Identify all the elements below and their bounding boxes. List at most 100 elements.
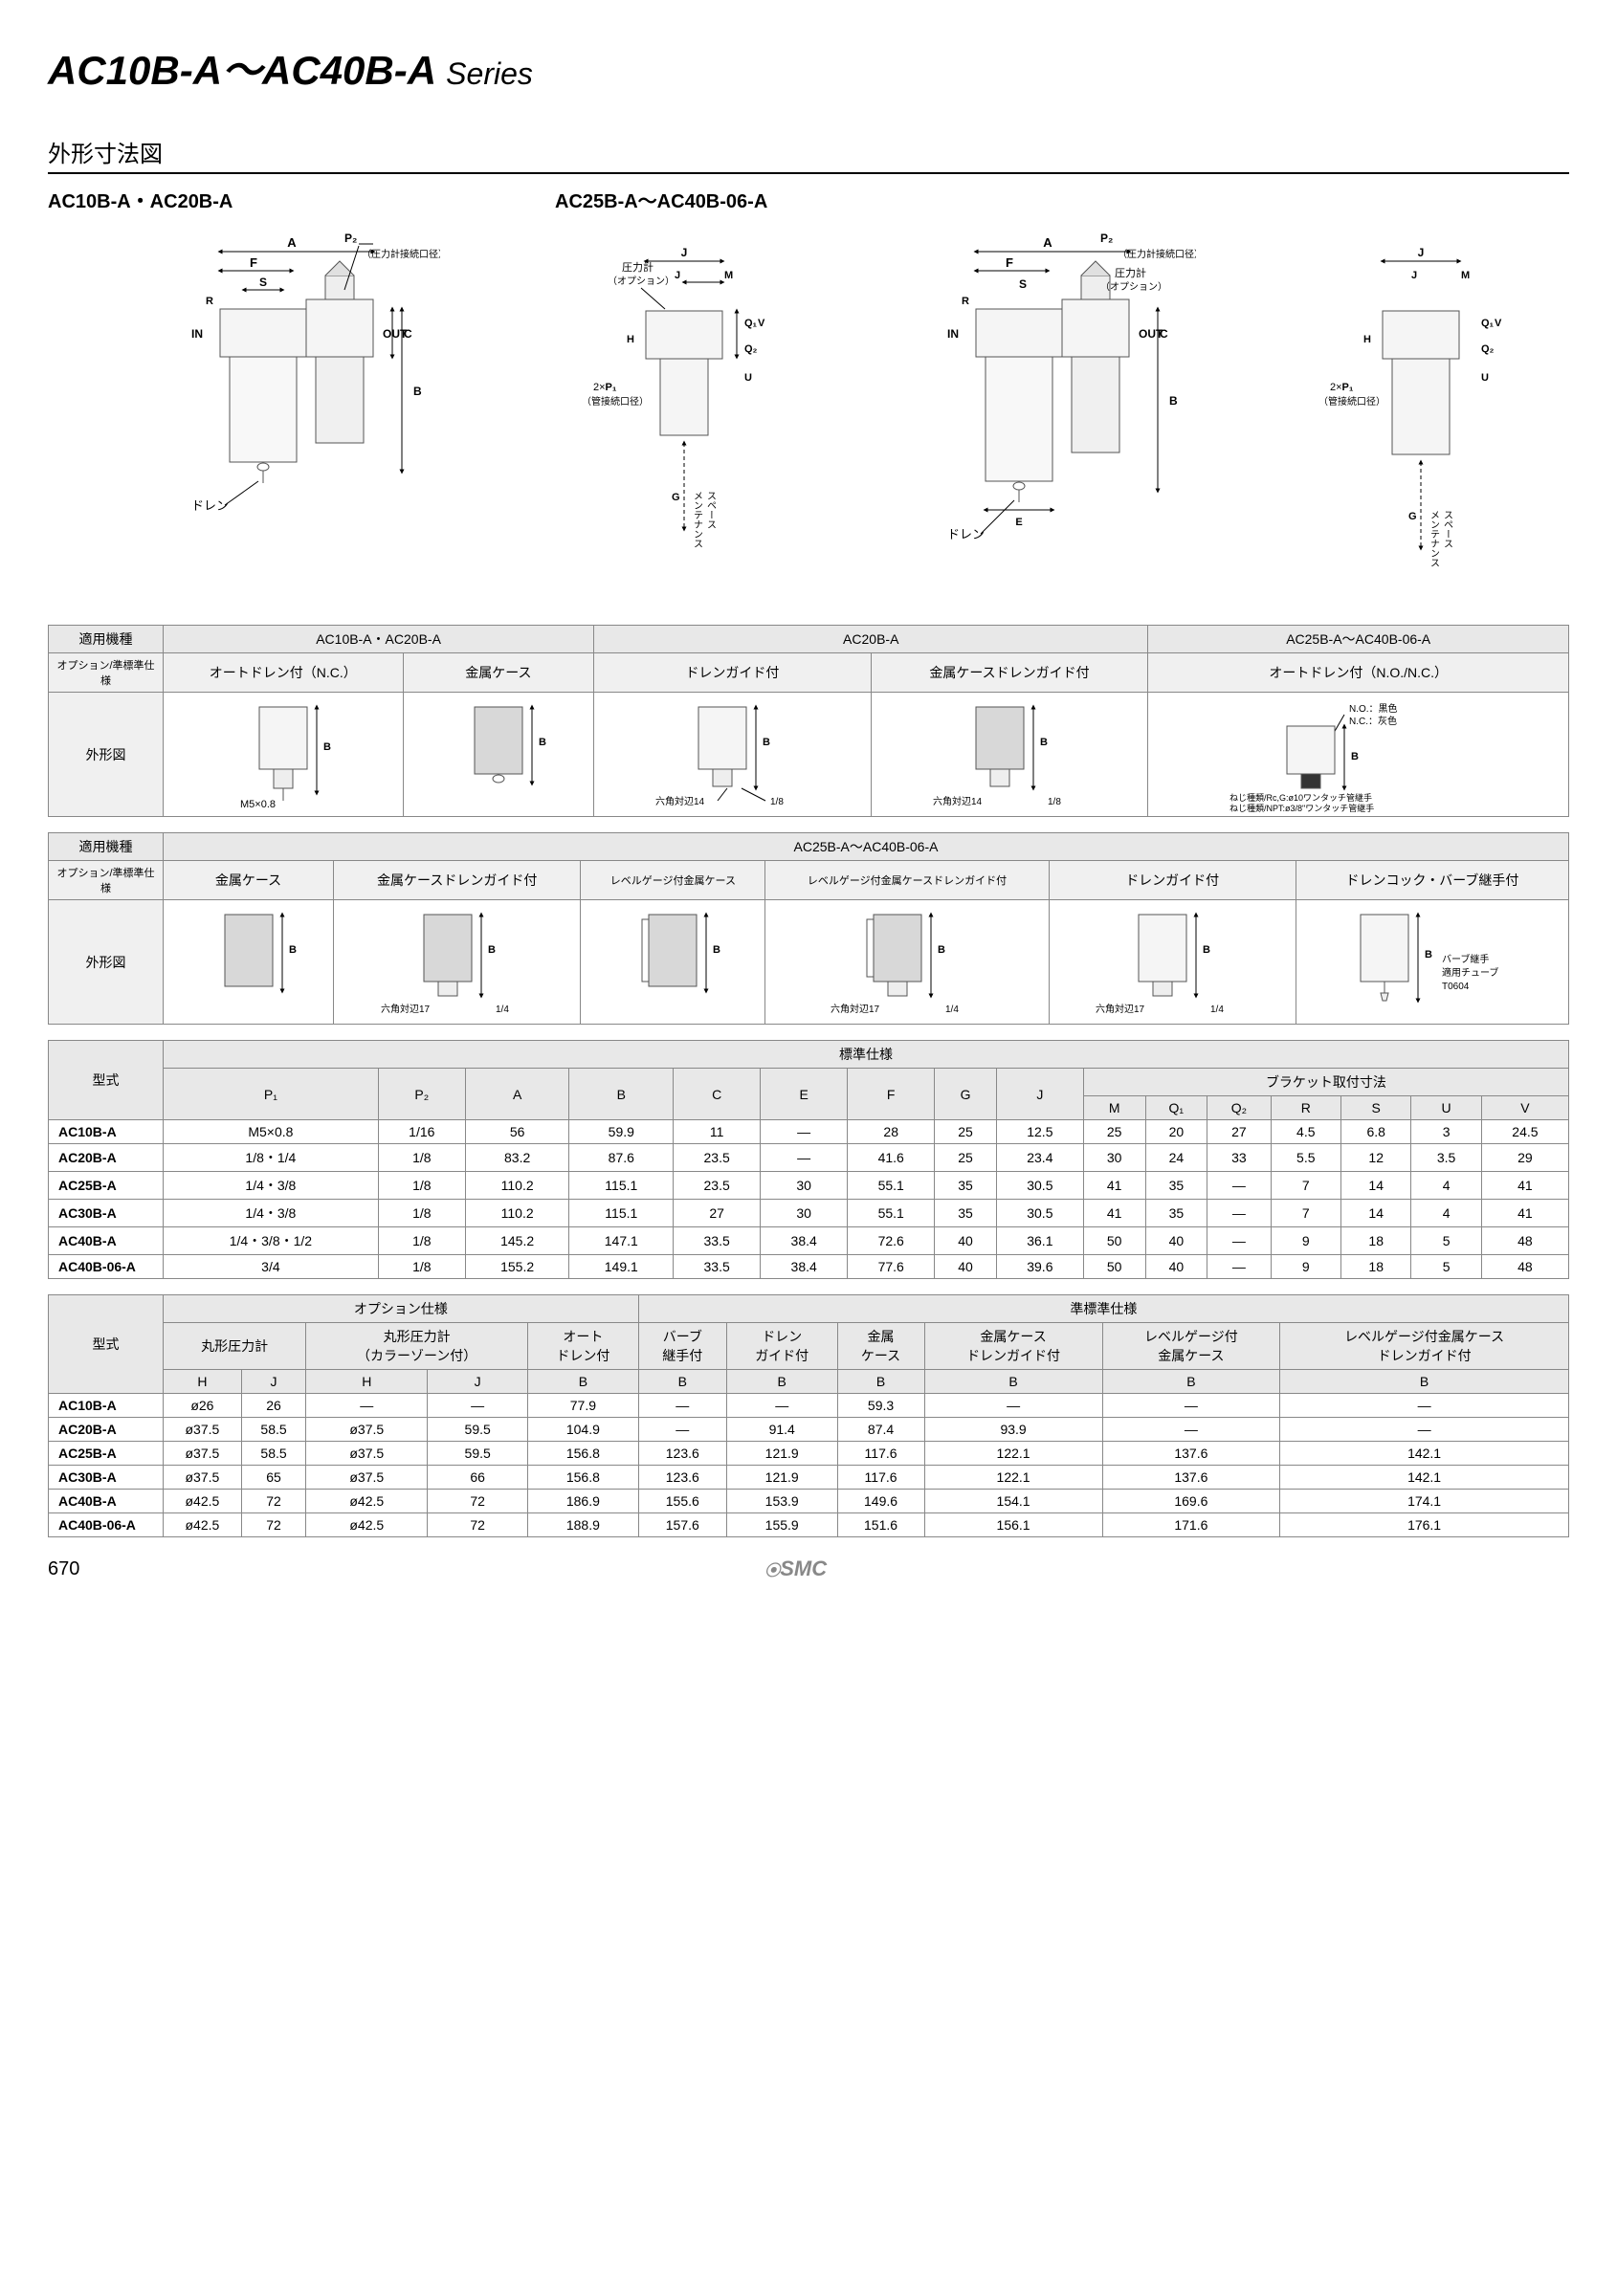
t3-h-std: 標準仕様 <box>164 1041 1569 1069</box>
value-cell: 35 <box>1145 1200 1207 1227</box>
value-cell: 186.9 <box>528 1490 639 1513</box>
t4-h2-1: 丸形圧力計 （カラーゾーン付） <box>306 1323 528 1370</box>
t3-h-j: J <box>996 1069 1083 1120</box>
value-cell: — <box>1102 1394 1280 1418</box>
value-cell: 1/16 <box>378 1120 465 1144</box>
table-option-spec: 型式 オプション仕様 準標準仕様 丸形圧力計 丸形圧力計 （カラーゾーン付） オ… <box>48 1294 1569 1537</box>
svg-text:V: V <box>758 318 765 329</box>
svg-text:F: F <box>250 255 257 270</box>
value-cell: 72 <box>241 1513 305 1537</box>
value-cell: 5.5 <box>1271 1144 1340 1172</box>
value-cell: 171.6 <box>1102 1513 1280 1537</box>
value-cell: 142.1 <box>1280 1442 1569 1466</box>
value-cell: 66 <box>428 1466 528 1490</box>
value-cell: 41 <box>1481 1172 1568 1200</box>
model-cell: AC25B-A <box>49 1172 164 1200</box>
svg-text:C: C <box>1160 327 1168 341</box>
svg-text:（オプション）: （オプション） <box>608 276 675 287</box>
t1-shape-label: 外形図 <box>49 693 164 817</box>
svg-text:六角対辺17: 六角対辺17 <box>831 1003 880 1015</box>
subheading-right: AC25B-A～AC40B-06-A <box>555 186 767 213</box>
t2-shape-0: B <box>164 900 334 1025</box>
t2-r2-c1: 金属ケースドレンガイド付 <box>334 861 581 900</box>
value-cell: 23.4 <box>996 1144 1083 1172</box>
svg-text:B: B <box>413 385 422 398</box>
t1-h-c3: AC25B-A～AC40B-06-A <box>1148 626 1569 653</box>
svg-text:J: J <box>1418 246 1425 259</box>
value-cell: 25 <box>935 1120 997 1144</box>
value-cell: — <box>428 1394 528 1418</box>
t2-r2-c4: ドレンガイド付 <box>1049 861 1296 900</box>
value-cell: 7 <box>1271 1200 1340 1227</box>
t1-h-c2: AC20B-A <box>594 626 1148 653</box>
table-row: AC40B-06-Aø42.572ø42.572188.9157.6155.91… <box>49 1513 1569 1537</box>
table-options-1: 適用機種 AC10B-A・AC20B-A AC20B-A AC25B-A～AC4… <box>48 625 1569 817</box>
value-cell: 154.1 <box>924 1490 1102 1513</box>
value-cell: 41.6 <box>848 1144 935 1172</box>
technical-drawing-svg: A F S R IN OUT C B ドレン P₂ （圧力計接続口径） <box>153 223 440 539</box>
t3-h-s: S <box>1340 1096 1410 1120</box>
svg-text:メンテナンス: メンテナンス <box>692 491 702 548</box>
value-cell: 1/8 <box>378 1227 465 1255</box>
value-cell: 156.8 <box>528 1442 639 1466</box>
value-cell: 87.6 <box>569 1144 674 1172</box>
svg-text:A: A <box>287 235 297 250</box>
t4-h3-0: H <box>164 1370 242 1394</box>
value-cell: 104.9 <box>528 1418 639 1442</box>
svg-text:G: G <box>672 492 680 503</box>
value-cell: 1/4・3/8・1/2 <box>164 1227 379 1255</box>
value-cell: 59.9 <box>569 1120 674 1144</box>
t1-shape-1: B <box>403 693 594 817</box>
value-cell: 9 <box>1271 1255 1340 1279</box>
value-cell: ø37.5 <box>306 1466 428 1490</box>
svg-text:（管接続口径）: （管接続口径） <box>582 395 649 408</box>
value-cell: 36.1 <box>996 1227 1083 1255</box>
value-cell: 35 <box>935 1200 997 1227</box>
svg-text:1/4: 1/4 <box>945 1004 959 1015</box>
value-cell: 38.4 <box>761 1227 848 1255</box>
subheadings: AC10B-A・AC20B-A AC25B-A～AC40B-06-A <box>48 186 1569 213</box>
t1-r2-c4: オートドレン付（N.O./N.C.） <box>1148 653 1569 693</box>
value-cell: 30.5 <box>996 1200 1083 1227</box>
t2-r2-c0: 金属ケース <box>164 861 334 900</box>
svg-text:B: B <box>539 737 546 748</box>
value-cell: ø42.5 <box>306 1490 428 1513</box>
t4-h3-2: H <box>306 1370 428 1394</box>
t3-h-e: E <box>761 1069 848 1120</box>
t2-shape-4: B 六角対辺17 1/4 <box>1049 900 1296 1025</box>
value-cell: 48 <box>1481 1227 1568 1255</box>
svg-text:1/4: 1/4 <box>496 1004 509 1015</box>
value-cell: 30.5 <box>996 1172 1083 1200</box>
t3-h-c: C <box>674 1069 761 1120</box>
value-cell: 72.6 <box>848 1227 935 1255</box>
svg-text:2×P₁: 2×P₁ <box>593 382 617 393</box>
value-cell: 3.5 <box>1411 1144 1481 1172</box>
value-cell: 4 <box>1411 1200 1481 1227</box>
value-cell: 20 <box>1145 1120 1207 1144</box>
t2-r2-c3: レベルゲージ付金属ケースドレンガイド付 <box>765 861 1049 900</box>
svg-text:M: M <box>1461 270 1470 281</box>
t3-h-model: 型式 <box>49 1041 164 1120</box>
value-cell: 1/8・1/4 <box>164 1144 379 1172</box>
t2-shape-1: B 六角対辺17 1/4 <box>334 900 581 1025</box>
svg-text:Q₂: Q₂ <box>1481 343 1495 355</box>
value-cell: 30 <box>761 1200 848 1227</box>
model-cell: AC30B-A <box>49 1466 164 1490</box>
t4-h2-5: 金属 ケース <box>837 1323 924 1370</box>
svg-text:P₂: P₂ <box>1100 232 1113 245</box>
table-row: AC25B-Aø37.558.5ø37.559.5156.8123.6121.9… <box>49 1442 1569 1466</box>
model-cell: AC30B-A <box>49 1200 164 1227</box>
value-cell: 169.6 <box>1102 1490 1280 1513</box>
value-cell: ø42.5 <box>164 1513 242 1537</box>
value-cell: 77.6 <box>848 1255 935 1279</box>
t1-h-c1: AC10B-A・AC20B-A <box>164 626 594 653</box>
value-cell: 58.5 <box>241 1418 305 1442</box>
value-cell: 157.6 <box>638 1513 726 1537</box>
table-row: AC20B-A1/8・1/41/883.287.623.5—41.62523.4… <box>49 1144 1569 1172</box>
model-cell: AC20B-A <box>49 1418 164 1442</box>
t3-h-bracket: ブラケット取付寸法 <box>1083 1069 1568 1096</box>
model-cell: AC10B-A <box>49 1394 164 1418</box>
t2-r2-label: オプション/準標準仕様 <box>49 861 164 900</box>
technical-drawing-svg: J J M H Q₁ V Q₂ U 2×P₁ （管接続口径） G メンテナンス … <box>1311 223 1540 586</box>
svg-text:ドレン: ドレン <box>947 527 985 541</box>
